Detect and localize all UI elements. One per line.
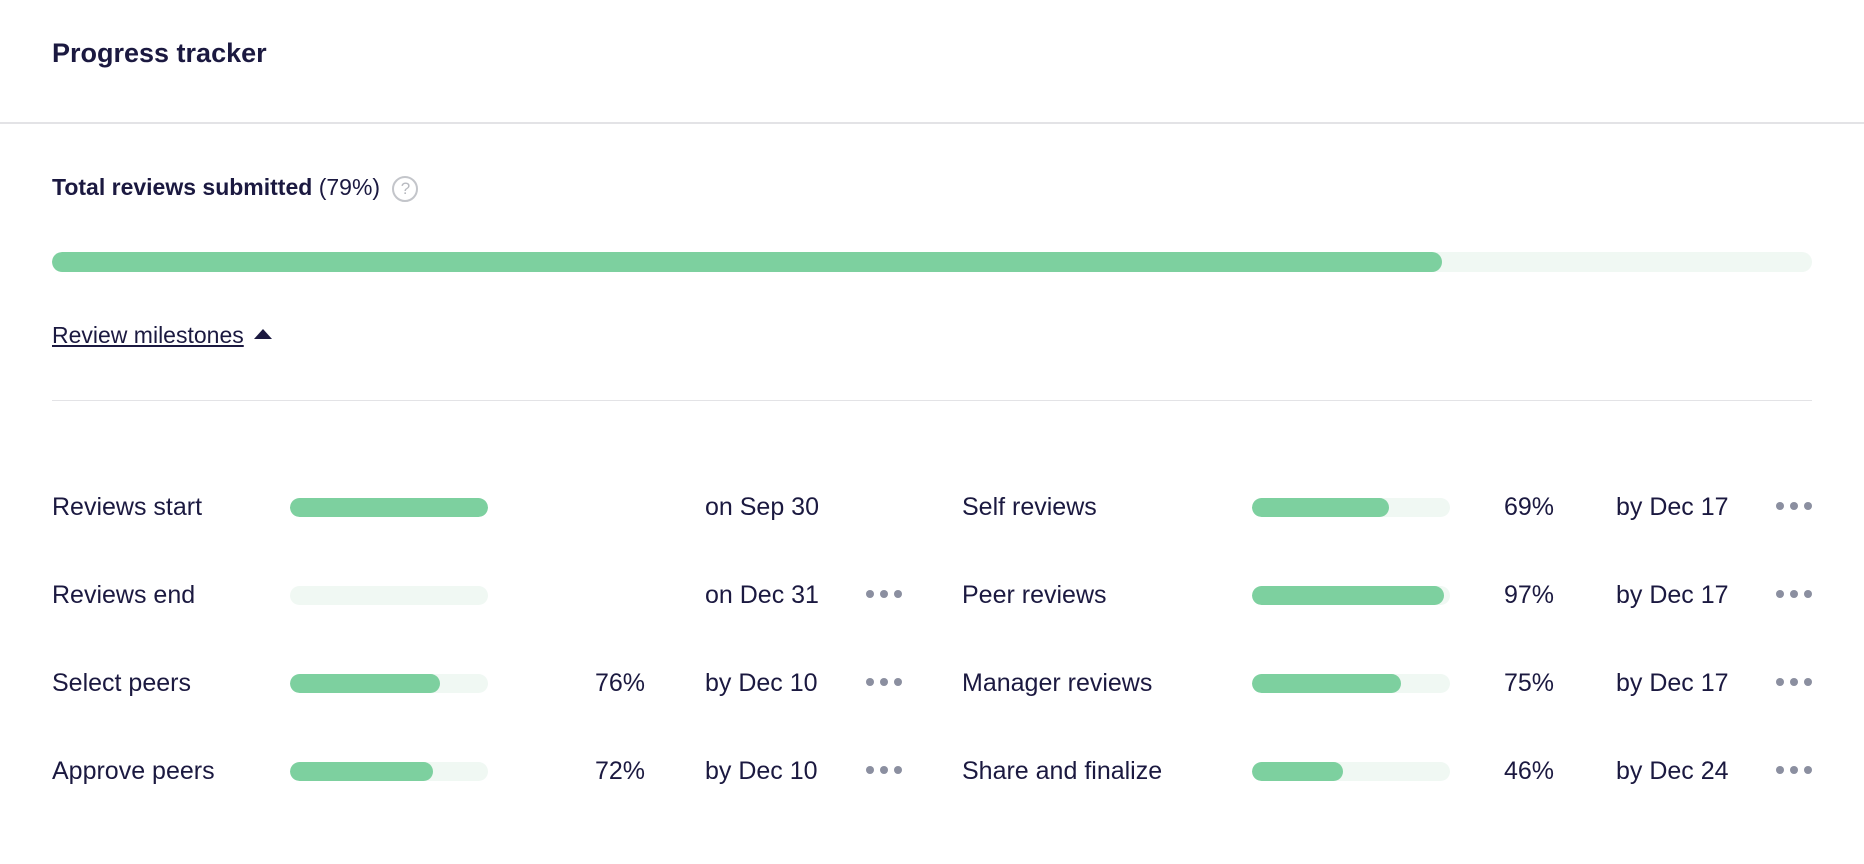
milestone-percent: 69% bbox=[1504, 493, 1555, 521]
milestone-date: on Dec 31 bbox=[705, 581, 819, 609]
milestone-progress-bar bbox=[1252, 498, 1450, 517]
milestone-progress-bar bbox=[1252, 674, 1450, 693]
milestone-label: Peer reviews bbox=[962, 581, 1107, 609]
milestone-progress-bar bbox=[290, 762, 488, 781]
milestones-divider bbox=[52, 400, 1812, 401]
help-icon[interactable]: ? bbox=[392, 175, 419, 202]
milestone-percent: 97% bbox=[1504, 581, 1555, 609]
milestone-percent: 46% bbox=[1504, 757, 1555, 785]
more-options-icon[interactable] bbox=[866, 590, 902, 598]
milestone-row: Manager reviews 75% by Dec 17 bbox=[962, 668, 1862, 698]
total-reviews-heading: Total reviews submitted (79%) ? bbox=[52, 174, 419, 202]
milestone-percent: 72% bbox=[595, 757, 646, 785]
more-options-icon[interactable] bbox=[1776, 766, 1812, 774]
more-options-icon[interactable] bbox=[1776, 502, 1812, 510]
milestone-row: Self reviews 69% by Dec 17 bbox=[962, 492, 1862, 522]
more-options-icon[interactable] bbox=[1776, 590, 1812, 598]
milestone-row: Peer reviews 97% by Dec 17 bbox=[962, 580, 1862, 610]
milestone-progress-bar bbox=[1252, 762, 1450, 781]
milestone-progress-fill bbox=[290, 762, 433, 781]
total-progress-fill bbox=[52, 252, 1443, 272]
milestone-label: Manager reviews bbox=[962, 669, 1153, 697]
milestone-progress-bar bbox=[290, 674, 488, 693]
milestone-date: by Dec 10 bbox=[705, 669, 818, 697]
milestone-label: Reviews end bbox=[52, 581, 196, 609]
milestone-date: by Dec 17 bbox=[1616, 493, 1729, 521]
milestone-percent: 75% bbox=[1504, 669, 1555, 697]
milestone-progress-fill bbox=[1252, 586, 1445, 605]
total-reviews-label: Total reviews submitted bbox=[52, 174, 313, 200]
milestone-row: Reviews end on Dec 31 bbox=[52, 580, 952, 610]
milestone-progress-fill bbox=[1252, 762, 1344, 781]
milestone-row: Reviews start on Sep 30 bbox=[52, 492, 952, 522]
milestone-progress-bar bbox=[290, 586, 488, 605]
review-milestones-toggle[interactable]: Review milestones bbox=[52, 322, 272, 349]
milestone-progress-bar bbox=[290, 498, 488, 517]
milestone-progress-fill bbox=[1252, 498, 1389, 517]
milestone-progress-bar bbox=[1252, 586, 1450, 605]
milestone-row: Select peers 76% by Dec 10 bbox=[52, 668, 952, 698]
caret-up-icon bbox=[253, 328, 272, 339]
milestone-date: by Dec 24 bbox=[1616, 757, 1729, 785]
more-options-icon[interactable] bbox=[866, 766, 902, 774]
milestone-date: by Dec 10 bbox=[705, 757, 818, 785]
review-milestones-label: Review milestones bbox=[52, 322, 244, 348]
milestone-date: by Dec 17 bbox=[1616, 581, 1729, 609]
milestone-percent: 76% bbox=[595, 669, 646, 697]
milestone-date: on Sep 30 bbox=[705, 493, 819, 521]
total-reviews-percent: (79%) bbox=[318, 174, 381, 200]
milestone-label: Share and finalize bbox=[962, 757, 1163, 785]
milestone-progress-fill bbox=[290, 674, 441, 693]
more-options-icon[interactable] bbox=[866, 678, 902, 686]
milestone-label: Reviews start bbox=[52, 493, 203, 521]
page-title: Progress tracker bbox=[52, 38, 267, 68]
milestone-date: by Dec 17 bbox=[1616, 669, 1729, 697]
milestone-label: Self reviews bbox=[962, 493, 1097, 521]
milestone-progress-fill bbox=[1252, 674, 1401, 693]
milestone-label: Select peers bbox=[52, 669, 191, 697]
more-options-icon[interactable] bbox=[1776, 678, 1812, 686]
milestone-row: Approve peers 72% by Dec 10 bbox=[52, 756, 952, 786]
total-progress-bar bbox=[52, 252, 1812, 272]
milestone-progress-fill bbox=[290, 498, 488, 517]
milestone-row: Share and finalize 46% by Dec 24 bbox=[962, 756, 1862, 786]
milestone-label: Approve peers bbox=[52, 757, 215, 785]
header-divider bbox=[0, 122, 1864, 124]
